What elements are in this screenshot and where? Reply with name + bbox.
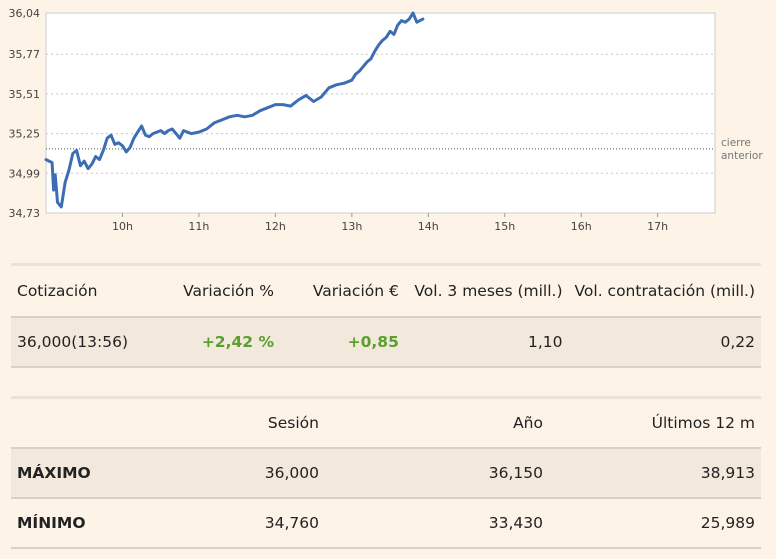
maximo-ultimos: 38,913 <box>549 447 761 498</box>
y-tick-label: 34,73 <box>9 207 41 220</box>
maximo-sesion: 36,000 <box>143 447 325 498</box>
previous-close-label-line1: cierre <box>721 137 751 149</box>
header-variacion-pct: Variación % <box>151 263 280 317</box>
maximo-row: MÁXIMO 36,000 36,150 38,913 <box>11 447 761 498</box>
header-cotizacion: Cotización <box>11 263 152 317</box>
cotizacion-value: 36,000(13:56) <box>11 316 152 368</box>
minimo-sesion: 34,760 <box>143 497 325 549</box>
header-ultimos-12m: Últimos 12 m <box>549 396 761 448</box>
header-vol-3-meses: Vol. 3 meses (mill.) <box>404 263 569 317</box>
y-tick-label: 36,04 <box>9 7 41 20</box>
vol-contratacion-value: 0,22 <box>568 316 761 368</box>
range-header-empty <box>11 396 143 448</box>
header-anio: Año <box>325 396 549 448</box>
price-chart: 36,04 35,77 35,51 35,25 34,99 34,73 10h 11h 12h 1… <box>0 0 776 240</box>
plot-area <box>45 12 716 214</box>
y-tick-label: 35,51 <box>9 88 41 101</box>
header-variacion-eur: Variación € <box>279 263 405 317</box>
x-tick-label: 11h <box>188 220 209 233</box>
quote-table: Cotización Variación % Variación € Vol. … <box>11 263 761 368</box>
range-header-row: Sesión Año Últimos 12 m <box>11 396 761 448</box>
x-tick-label: 16h <box>571 220 592 233</box>
maximo-label: MÁXIMO <box>11 447 143 498</box>
x-tick-label: 12h <box>265 220 286 233</box>
quote-header-row: Cotización Variación % Variación € Vol. … <box>11 263 761 317</box>
x-tick-label: 10h <box>112 220 133 233</box>
variacion-eur-value: +0,85 <box>279 316 405 368</box>
variacion-pct-value: +2,42 % <box>151 316 280 368</box>
vol-3-meses-value: 1,10 <box>404 316 569 368</box>
header-vol-contratacion: Vol. contratación (mill.) <box>568 263 761 317</box>
y-tick-label: 35,25 <box>9 128 41 141</box>
x-tick-label: 14h <box>418 220 439 233</box>
minimo-anio: 33,430 <box>325 497 549 549</box>
minimo-row: MÍNIMO 34,760 33,430 25,989 <box>11 497 761 549</box>
minimo-ultimos: 25,989 <box>549 497 761 549</box>
x-tick-label: 17h <box>647 220 668 233</box>
y-tick-label: 35,77 <box>9 48 41 61</box>
x-tick-label: 15h <box>494 220 515 233</box>
quote-data-row: 36,000(13:56) +2,42 % +0,85 1,10 0,22 <box>11 316 761 368</box>
maximo-anio: 36,150 <box>325 447 549 498</box>
previous-close-label-line2: anterior <box>721 150 763 162</box>
price-chart-svg: 36,04 35,77 35,51 35,25 34,99 34,73 10h 11h 12h 1… <box>9 7 764 233</box>
price-series-line <box>44 11 425 209</box>
header-sesion: Sesión <box>143 396 325 448</box>
y-tick-label: 34,99 <box>9 167 41 180</box>
minimo-label: MÍNIMO <box>11 497 143 549</box>
x-tick-label: 13h <box>341 220 362 233</box>
range-table: Sesión Año Últimos 12 m MÁXIMO 36,000 36… <box>11 396 761 549</box>
